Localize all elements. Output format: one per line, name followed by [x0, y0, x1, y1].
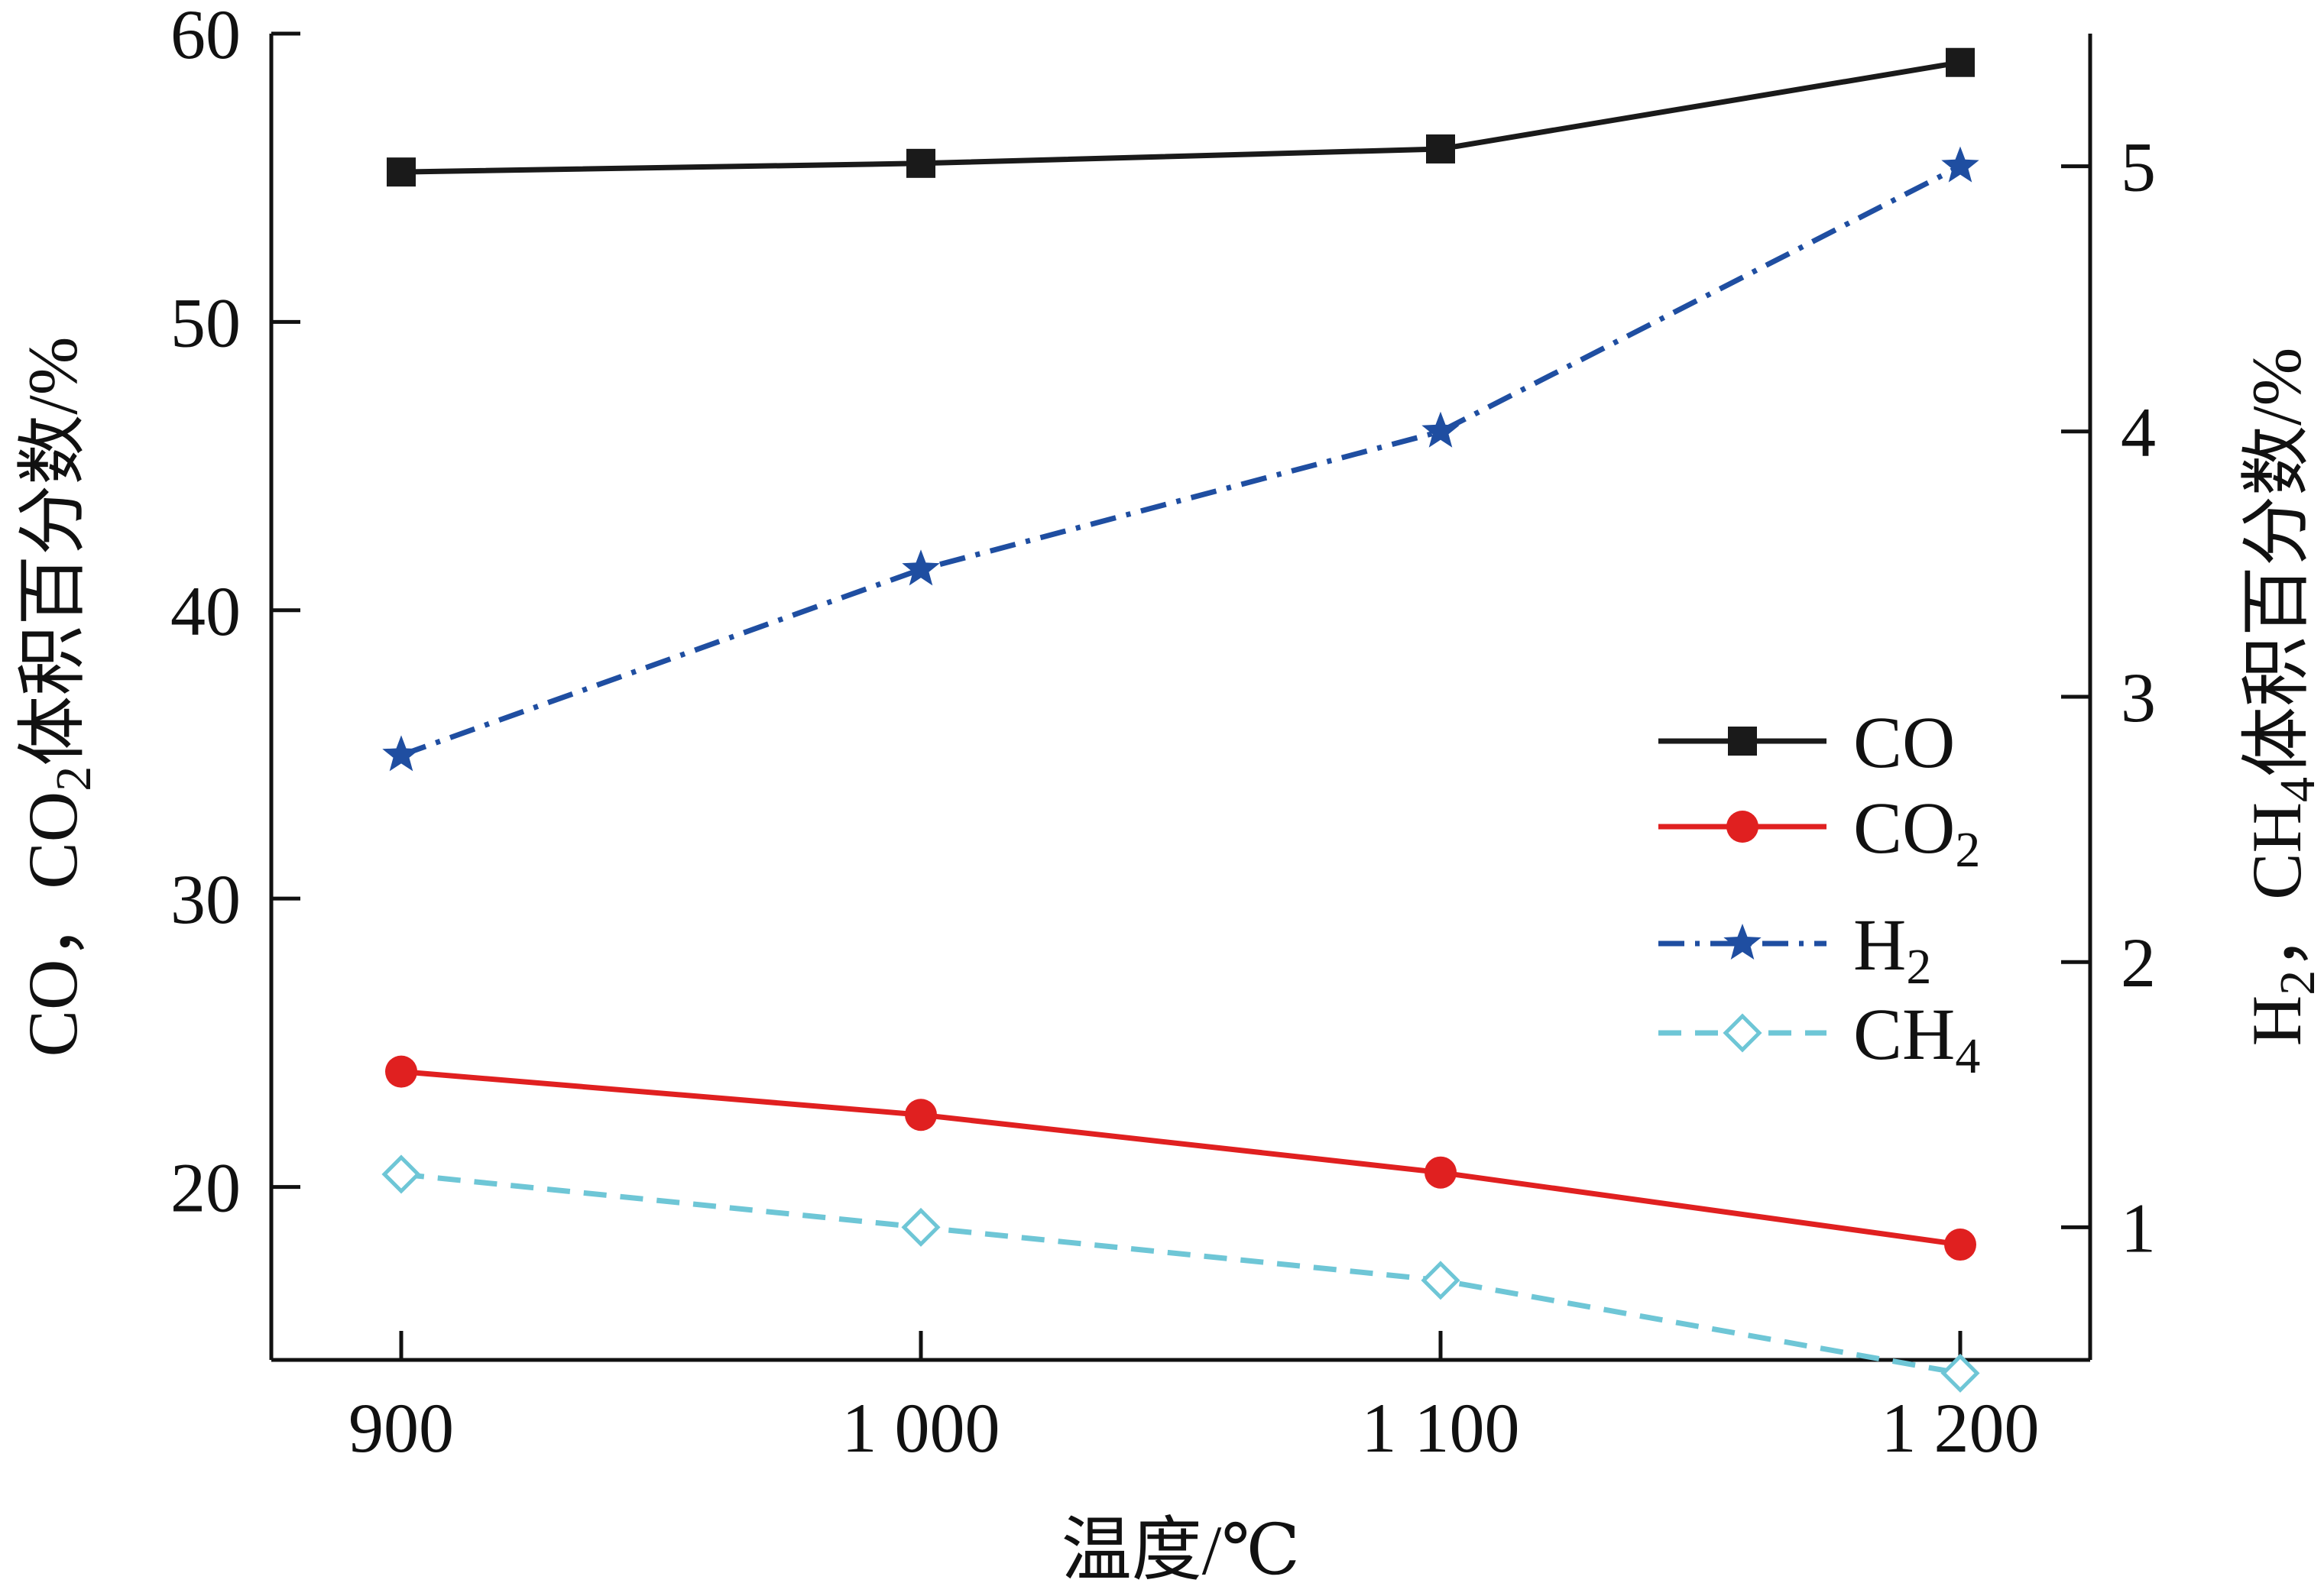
right-tick-label: 1: [2121, 1189, 2156, 1267]
right-axis-ticks: 1 2 3 4 5: [2061, 128, 2156, 1267]
data-point-ch4: [901, 1207, 941, 1247]
left-tick-label: 20: [170, 1149, 241, 1227]
legend-label: H2​: [1853, 904, 1931, 995]
data-point-h2: [382, 735, 420, 772]
legend-item-ch4: CH4​: [1658, 993, 1980, 1084]
data-point-co2: [905, 1099, 937, 1131]
x-axis-ticks: 900 1 000 1 100 1 200: [348, 1331, 2040, 1467]
data-point-h2: [1421, 411, 1460, 448]
left-axis-ticks: 20 30 40 50 60: [170, 0, 300, 1227]
x-tick-label: 1 100: [1362, 1389, 1520, 1467]
series-line-ch4: [400, 1171, 1961, 1376]
x-axis-title: 温度/℃: [1062, 1511, 1300, 1589]
legend-label: CO: [1853, 701, 1955, 783]
data-point-ch4: [1421, 1261, 1460, 1300]
x-tick-label: 900: [348, 1389, 454, 1467]
legend-marker: [1726, 811, 1758, 843]
x-tick-label: 1 000: [842, 1389, 1000, 1467]
legend-item-co: CO: [1658, 701, 1955, 783]
legend-item-h2: H2​: [1658, 904, 1931, 995]
data-point-h2: [1941, 146, 1979, 183]
left-tick-label: 40: [170, 572, 241, 650]
legend-marker: [1728, 727, 1757, 756]
series-ch4: [381, 1154, 1980, 1393]
data-point-co2: [1425, 1156, 1457, 1189]
x-tick-label: 1 200: [1882, 1389, 2040, 1467]
right-tick-label: 5: [2121, 128, 2156, 206]
right-axis-title: H2​，CH4​体积百分数/%: [2238, 348, 2324, 1046]
series-group: [381, 47, 1980, 1393]
legend-marker: [1723, 1013, 1762, 1053]
left-axis-title: CO，CO2​体积百分数/%: [14, 337, 102, 1057]
data-point-co: [1426, 134, 1455, 163]
data-point-co: [906, 148, 935, 178]
data-point-co: [387, 157, 416, 187]
right-tick-label: 2: [2121, 924, 2156, 1002]
data-point-ch4: [1940, 1353, 1980, 1393]
legend-label: CO2​: [1853, 787, 1980, 878]
data-point-co2: [1944, 1229, 1976, 1261]
left-tick-label: 30: [170, 860, 241, 938]
left-tick-label: 60: [170, 0, 241, 73]
right-tick-label: 4: [2121, 393, 2156, 471]
legend-label: CH4​: [1853, 993, 1980, 1084]
data-point-ch4: [381, 1154, 421, 1194]
legend-item-co2: CO2​: [1658, 787, 1980, 878]
data-point-co: [1946, 47, 1975, 77]
series-line-h2: [400, 163, 1962, 758]
left-tick-label: 50: [170, 283, 241, 361]
series-h2: [382, 146, 1979, 772]
axis-titles: 温度/℃ CO，CO2​体积百分数/% H2​，CH4​体积百分数/%: [14, 337, 2324, 1589]
plot-axes: [269, 34, 2092, 1362]
series-co: [387, 47, 1975, 187]
series-line-co2: [400, 1069, 1961, 1248]
series-co2: [385, 1055, 1976, 1261]
series-line-co: [400, 60, 1961, 175]
data-point-co2: [385, 1055, 417, 1088]
data-point-h2: [902, 549, 940, 586]
right-tick-label: 3: [2121, 659, 2156, 736]
legend-marker: [1723, 924, 1762, 960]
